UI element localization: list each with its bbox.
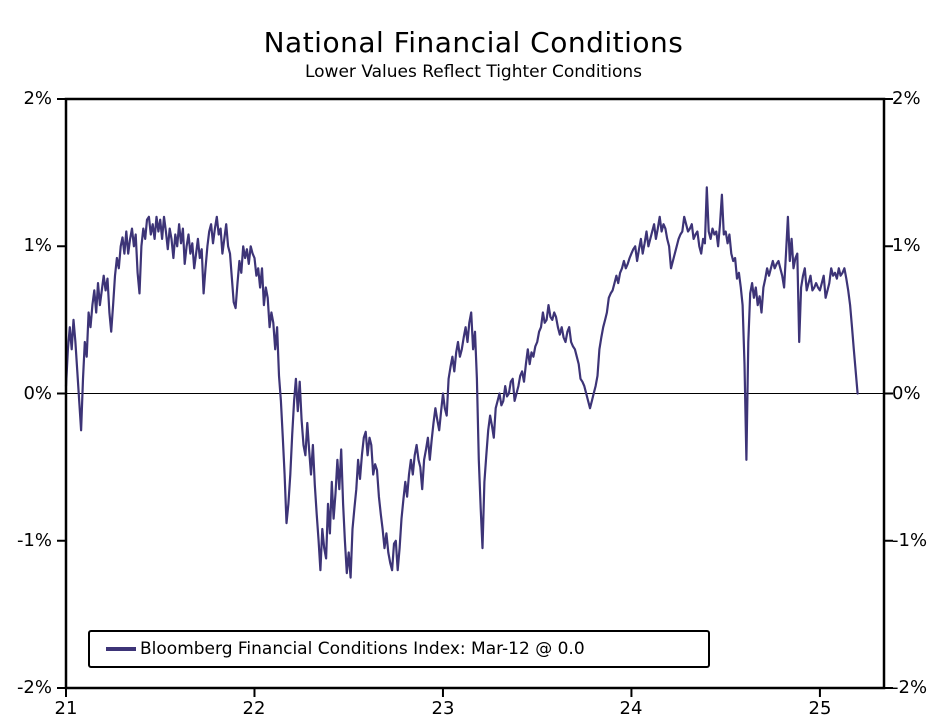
y-axis-left-label-1pct: 1%: [23, 235, 52, 256]
y-axis-left-label-neg1pct: -1%: [16, 530, 52, 551]
y-axis-right-label-neg2pct: -2%: [892, 677, 928, 698]
chart-subtitle: Lower Values Reflect Tighter Conditions: [304, 62, 642, 82]
x-axis-label-21: 21: [54, 698, 78, 719]
y-axis-left-label-0pct: 0%: [23, 383, 52, 404]
axis-ticks: [57, 98, 893, 697]
chart-title: National Financial Conditions: [263, 26, 684, 59]
legend-label: Bloomberg Financial Conditions Index: Ma…: [140, 639, 585, 659]
x-axis-label-25: 25: [808, 698, 832, 719]
y-axis-right-label-2pct: 2%: [892, 88, 921, 109]
y-axis-right-label-neg1pct: -1%: [892, 530, 928, 551]
x-axis-label-23: 23: [431, 698, 455, 719]
bfci-series-line: [64, 186, 859, 579]
y-axis-right-label-1pct: 1%: [892, 235, 921, 256]
y-axis-left-label-2pct: 2%: [23, 88, 52, 109]
plot-frame: [64, 97, 886, 690]
x-axis-label-24: 24: [619, 698, 643, 719]
legend-line-swatch: [106, 647, 136, 651]
x-axis-label-22: 22: [242, 698, 266, 719]
y-axis-left-label-neg2pct: -2%: [16, 677, 52, 698]
y-axis-right-label-0pct: 0%: [892, 383, 921, 404]
legend: Bloomberg Financial Conditions Index: Ma…: [88, 630, 710, 668]
